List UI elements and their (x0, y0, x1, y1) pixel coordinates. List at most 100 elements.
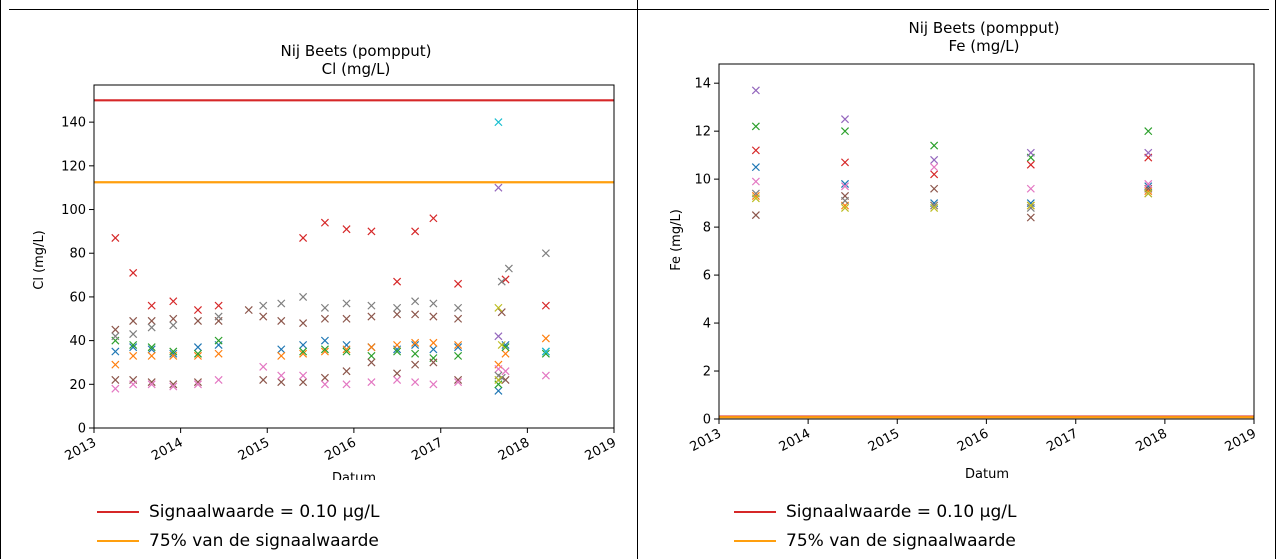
data-point (495, 119, 502, 126)
data-point (454, 315, 461, 322)
y-axis-label: Fe (mg/L) (669, 209, 684, 271)
y-tick-label: 40 (69, 334, 86, 349)
x-tick-label: 2014 (777, 426, 813, 455)
data-point (112, 234, 119, 241)
y-tick-label: 20 (69, 378, 86, 393)
data-point (412, 298, 419, 305)
legend-item-signal: Signaalwaarde = 0.10 µg/L (97, 497, 379, 526)
data-point (170, 298, 177, 305)
data-point (321, 374, 328, 381)
data-point (430, 346, 437, 353)
data-point (495, 365, 502, 372)
data-point (393, 278, 400, 285)
data-point (931, 142, 938, 149)
plot-frame (719, 64, 1254, 419)
y-tick-label: 120 (61, 159, 86, 174)
data-point (343, 226, 350, 233)
data-point (321, 381, 328, 388)
data-point (112, 361, 119, 368)
y-tick-label: 100 (61, 203, 86, 218)
x-tick-label: 2015 (236, 435, 272, 464)
data-point (498, 309, 505, 316)
data-point (1027, 149, 1034, 156)
data-point (412, 228, 419, 235)
y-tick-label: 0 (703, 413, 711, 428)
data-point (112, 376, 119, 383)
data-point (194, 306, 201, 313)
data-point (430, 215, 437, 222)
data-point (430, 381, 437, 388)
x-tick-label: 2017 (409, 435, 445, 464)
legend-item-signal: Signaalwaarde = 0.10 µg/L (734, 497, 1016, 526)
x-tick-label: 2016 (955, 426, 991, 455)
data-point (112, 333, 119, 340)
legend-swatch-orange (97, 540, 139, 542)
data-point (752, 87, 759, 94)
x-tick-label: 2013 (63, 435, 99, 464)
data-point (841, 197, 848, 204)
chart-legend: Signaalwaarde = 0.10 µg/L 75% van de sig… (734, 497, 1016, 555)
data-point (278, 346, 285, 353)
data-point (278, 372, 285, 379)
data-point (542, 302, 549, 309)
data-point (430, 339, 437, 346)
data-point (1027, 185, 1034, 192)
data-point (502, 368, 509, 375)
chart-title: Nij Beets (pompput) (281, 42, 432, 60)
x-tick-label: 2019 (1223, 426, 1259, 455)
data-point (393, 311, 400, 318)
legend-swatch-red (97, 511, 139, 513)
data-point (412, 350, 419, 357)
x-tick-label: 2016 (322, 435, 358, 464)
data-point (505, 265, 512, 272)
data-point (215, 350, 222, 357)
data-point (260, 376, 267, 383)
data-point (112, 348, 119, 355)
data-point (130, 330, 137, 337)
data-point (130, 352, 137, 359)
legend-label: Signaalwaarde = 0.10 µg/L (786, 502, 1016, 522)
data-point (430, 359, 437, 366)
data-point (931, 156, 938, 163)
data-point (412, 361, 419, 368)
data-point (752, 164, 759, 171)
data-point (841, 116, 848, 123)
y-tick-label: 0 (78, 422, 86, 437)
chart-title: Nij Beets (pompput) (909, 19, 1060, 37)
data-point (215, 302, 222, 309)
data-point (502, 276, 509, 283)
data-point (148, 324, 155, 331)
chart-subtitle: Cl (mg/L) (322, 60, 391, 78)
data-point (542, 250, 549, 257)
y-tick-label: 80 (69, 247, 86, 262)
data-point (245, 306, 252, 313)
data-point (1027, 214, 1034, 221)
data-point (343, 300, 350, 307)
data-point (542, 372, 549, 379)
data-point (841, 159, 848, 166)
data-point (495, 387, 502, 394)
x-tick-label: 2018 (496, 435, 532, 464)
x-tick-label: 2018 (1133, 426, 1169, 455)
y-tick-label: 60 (69, 290, 86, 305)
data-point (215, 313, 222, 320)
y-tick-label: 140 (61, 116, 86, 131)
data-point (430, 300, 437, 307)
data-point (260, 313, 267, 320)
y-tick-label: 4 (703, 317, 711, 332)
data-point (841, 128, 848, 135)
legend-item-75pct: 75% van de signaalwaarde (734, 526, 1016, 555)
data-point (393, 304, 400, 311)
chart-panel-cl: Nij Beets (pompput) Cl (mg/L) Datum Cl (… (0, 0, 638, 559)
data-point (299, 234, 306, 241)
data-point (321, 337, 328, 344)
data-point (542, 335, 549, 342)
data-point (170, 322, 177, 329)
y-tick-label: 8 (703, 221, 711, 236)
data-point (299, 379, 306, 386)
x-tick-label: 2019 (583, 435, 619, 464)
x-tick-label: 2014 (149, 435, 185, 464)
data-point (752, 123, 759, 130)
x-tick-label: 2015 (866, 426, 902, 455)
data-point (368, 344, 375, 351)
